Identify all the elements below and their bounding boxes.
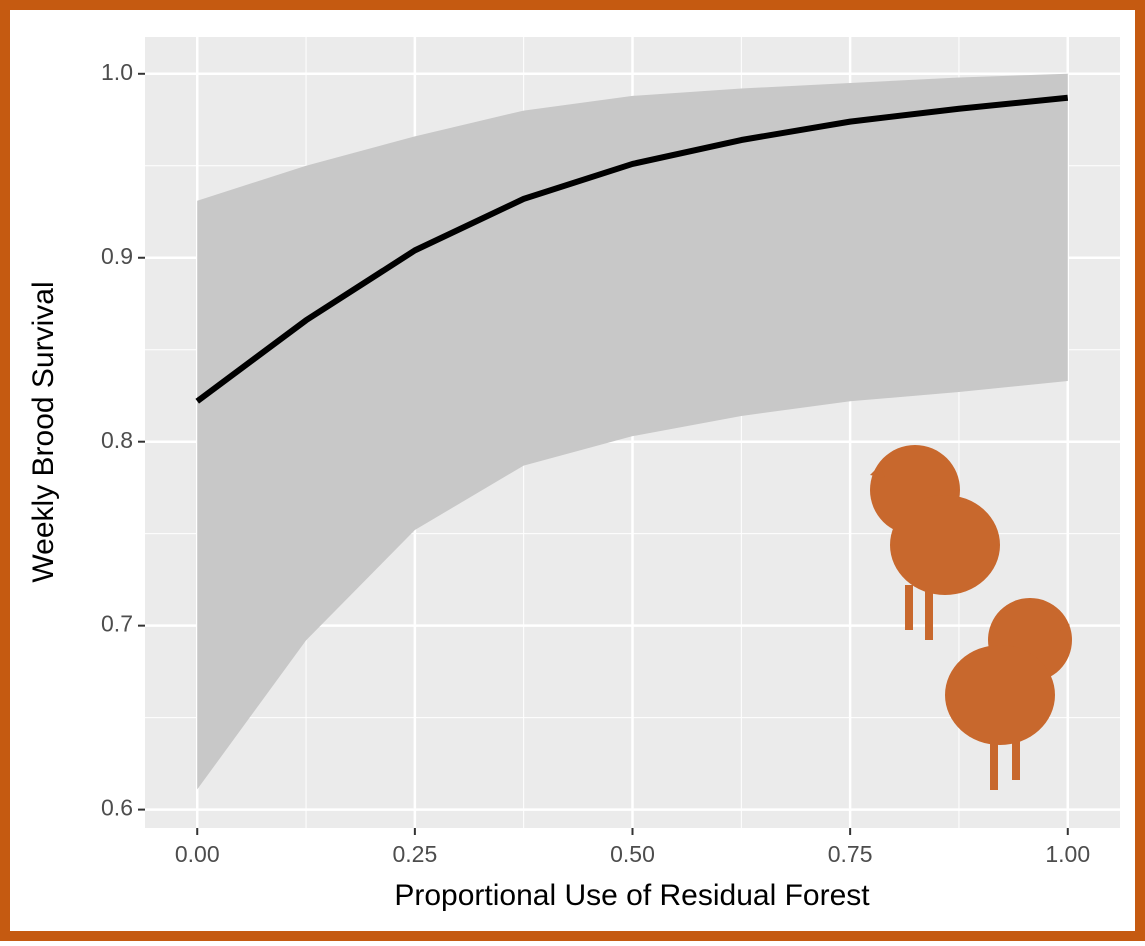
x-tick-label: 1.00 [1045, 841, 1090, 867]
x-tick-label: 0.50 [610, 841, 655, 867]
y-axis-title: Weekly Brood Survival [27, 281, 60, 582]
x-tick-label: 0.00 [175, 841, 220, 867]
x-axis-title: Proportional Use of Residual Forest [394, 879, 870, 912]
y-tick-label: 0.7 [101, 611, 133, 637]
y-tick-label: 0.8 [101, 427, 133, 453]
y-tick-label: 0.6 [101, 795, 133, 821]
page: Proportional Use of Residual Forest Week… [0, 0, 1145, 941]
chart: Proportional Use of Residual Forest Week… [0, 0, 1145, 941]
y-tick-label: 1.0 [101, 59, 133, 85]
x-tick-label: 0.75 [828, 841, 873, 867]
y-tick-label: 0.9 [101, 243, 133, 269]
x-tick-label: 0.25 [392, 841, 437, 867]
